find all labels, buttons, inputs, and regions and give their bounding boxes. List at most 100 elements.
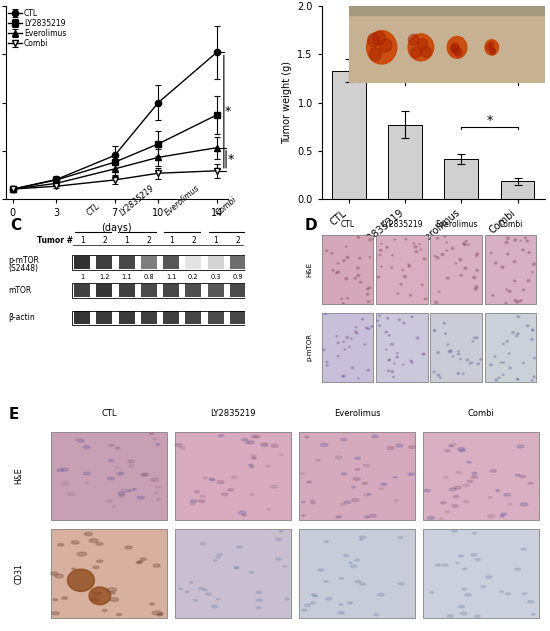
Circle shape [190,503,196,505]
Circle shape [276,558,281,560]
Bar [185,284,201,297]
Text: 2: 2 [146,236,151,245]
Circle shape [397,293,399,294]
Circle shape [427,516,435,519]
Text: LY2835219: LY2835219 [211,410,256,418]
Circle shape [133,488,136,490]
Circle shape [54,574,63,578]
Text: CTL: CTL [102,410,117,418]
Circle shape [356,333,358,334]
Circle shape [83,472,90,475]
Circle shape [127,490,131,492]
Circle shape [532,263,536,266]
Text: Everolimus: Everolimus [334,410,381,418]
Circle shape [472,341,474,342]
Circle shape [360,582,366,585]
Circle shape [216,557,219,558]
Circle shape [455,562,459,563]
Circle shape [351,367,354,369]
Circle shape [405,239,406,240]
Circle shape [355,327,357,328]
Circle shape [279,531,283,533]
Bar [175,529,291,618]
Circle shape [434,330,436,331]
Y-axis label: Tumor weight (g): Tumor weight (g) [282,61,292,144]
Circle shape [343,260,345,261]
Text: 1.1: 1.1 [122,274,132,280]
Bar [299,529,415,618]
Circle shape [369,514,377,517]
Bar [230,256,246,269]
Circle shape [391,267,393,268]
Circle shape [503,374,504,375]
Circle shape [345,246,347,247]
Circle shape [443,564,448,567]
Circle shape [118,472,124,475]
Bar [230,312,246,324]
Text: Combi: Combi [498,220,523,228]
Circle shape [199,500,205,502]
Circle shape [500,516,504,517]
Circle shape [364,494,369,496]
Circle shape [337,271,339,273]
Circle shape [439,377,441,379]
Circle shape [460,612,467,615]
Bar [299,432,415,521]
Circle shape [323,349,325,351]
Circle shape [109,592,115,594]
Circle shape [351,498,359,502]
Legend: CTL, LY2835219, Everolimus, Combi: CTL, LY2835219, Everolimus, Combi [8,9,66,48]
Circle shape [507,253,509,255]
Circle shape [151,478,158,481]
Circle shape [441,502,446,504]
Circle shape [326,250,328,252]
Circle shape [342,375,343,377]
Circle shape [75,438,82,441]
Circle shape [392,254,393,256]
Circle shape [194,599,197,601]
Circle shape [480,359,482,360]
Circle shape [424,490,430,492]
Circle shape [522,362,524,363]
Circle shape [141,474,148,476]
Circle shape [452,505,458,507]
Bar [376,235,427,304]
Circle shape [471,362,473,363]
Circle shape [302,609,307,611]
Circle shape [102,610,107,611]
Circle shape [190,500,197,502]
Circle shape [253,457,256,459]
Circle shape [367,493,371,495]
Circle shape [531,613,535,615]
Circle shape [522,593,526,594]
Circle shape [250,494,254,495]
Circle shape [118,492,125,495]
Circle shape [532,330,534,331]
Circle shape [388,334,390,336]
Ellipse shape [68,569,95,591]
Circle shape [340,504,346,505]
Circle shape [449,350,452,352]
Text: Combi: Combi [214,195,239,218]
Bar [96,312,112,324]
Circle shape [371,326,373,327]
Circle shape [256,591,262,594]
Circle shape [302,515,305,516]
Circle shape [453,495,459,498]
Circle shape [526,240,529,242]
Circle shape [335,456,342,459]
Circle shape [242,514,246,516]
Bar [141,312,157,324]
Circle shape [96,543,103,545]
Circle shape [343,303,344,304]
Circle shape [505,593,510,595]
Circle shape [332,269,334,271]
Bar [72,256,248,270]
Circle shape [463,373,464,374]
Circle shape [463,500,469,503]
Circle shape [465,594,471,596]
Text: Tumor #: Tumor # [37,236,73,245]
Circle shape [471,476,477,478]
Circle shape [464,267,467,269]
Circle shape [396,356,398,358]
